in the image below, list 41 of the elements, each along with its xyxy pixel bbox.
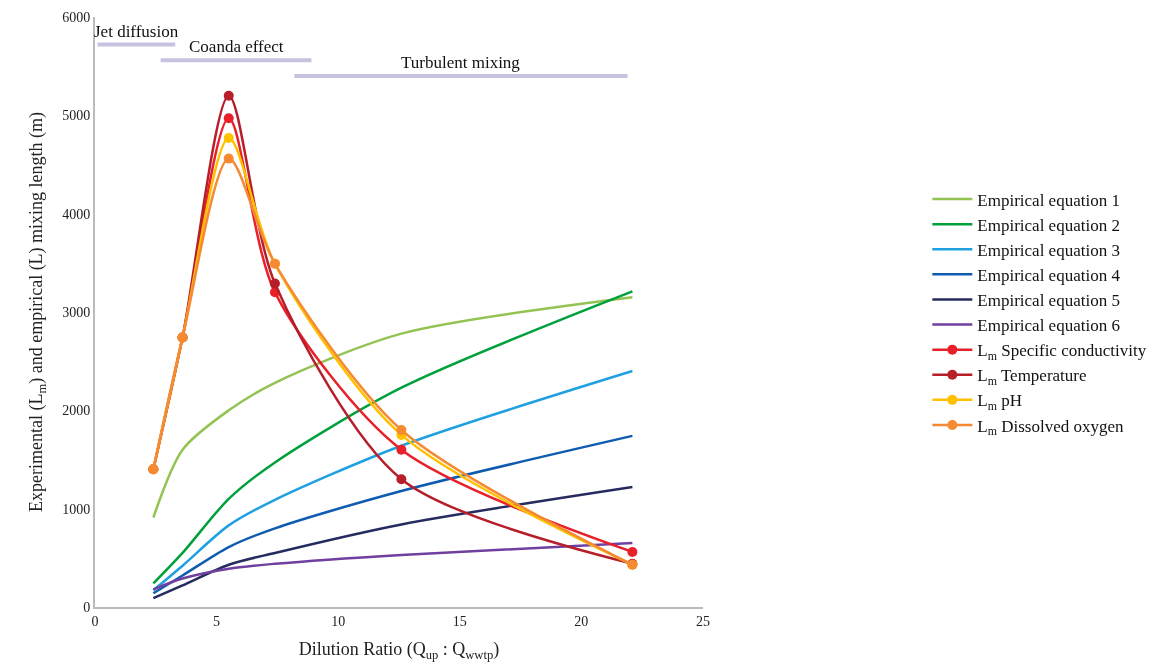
y-tick-label: 3000 [62,304,91,320]
x-tick-label: 10 [331,613,346,629]
line-series [152,290,634,585]
point [396,425,407,435]
point [223,113,234,124]
legend-label: L$_{m}$ pH [977,391,1022,414]
point [223,153,234,164]
y-tick-label: 5000 [62,108,91,124]
x-axis-title: Dilution Ratio (Q$_{up}$ : Q$_{wwtp}$) [298,639,500,663]
legend-label: Empirical equation 5 [977,291,1120,311]
y-tick-label: 1000 [62,501,91,517]
legend-label: Empirical equation 2 [977,215,1120,235]
legend-label: Empirical equation 4 [977,265,1121,285]
y-tick-label: 4000 [62,206,91,222]
series-label: Turbulent mixing [401,53,521,72]
legend-label: L$_{m}$ Specific conductivity [977,341,1147,363]
y-tick-label: 2000 [62,403,91,419]
point [223,90,234,101]
legend-label: Empirical equation 3 [977,240,1120,260]
point [396,474,407,485]
x-tick-label: 15 [452,613,467,629]
line-series [152,369,634,592]
legend-label: Empirical equation 6 [977,316,1120,336]
legend-label: L$_{m}$ Dissolved oxygen [977,416,1125,439]
point [627,546,638,557]
point [223,132,234,143]
point [396,444,407,455]
line-series [152,541,634,591]
x-tick-label: 20 [574,613,589,629]
x-tick-label: 5 [213,613,221,629]
x-tick-label: 25 [695,613,710,629]
legend-label: Empirical equation 1 [977,190,1120,210]
line-series [152,434,634,595]
legend-label: L$_{m}$ Temperature [977,366,1087,388]
y-tick-label: 0 [83,599,91,615]
line-series [152,485,634,600]
point [269,278,280,289]
series-label: Coanda effect [189,37,284,56]
line-series [152,296,634,519]
series-label: Jet diffusion [94,22,179,41]
y-tick-label: 6000 [62,9,91,25]
